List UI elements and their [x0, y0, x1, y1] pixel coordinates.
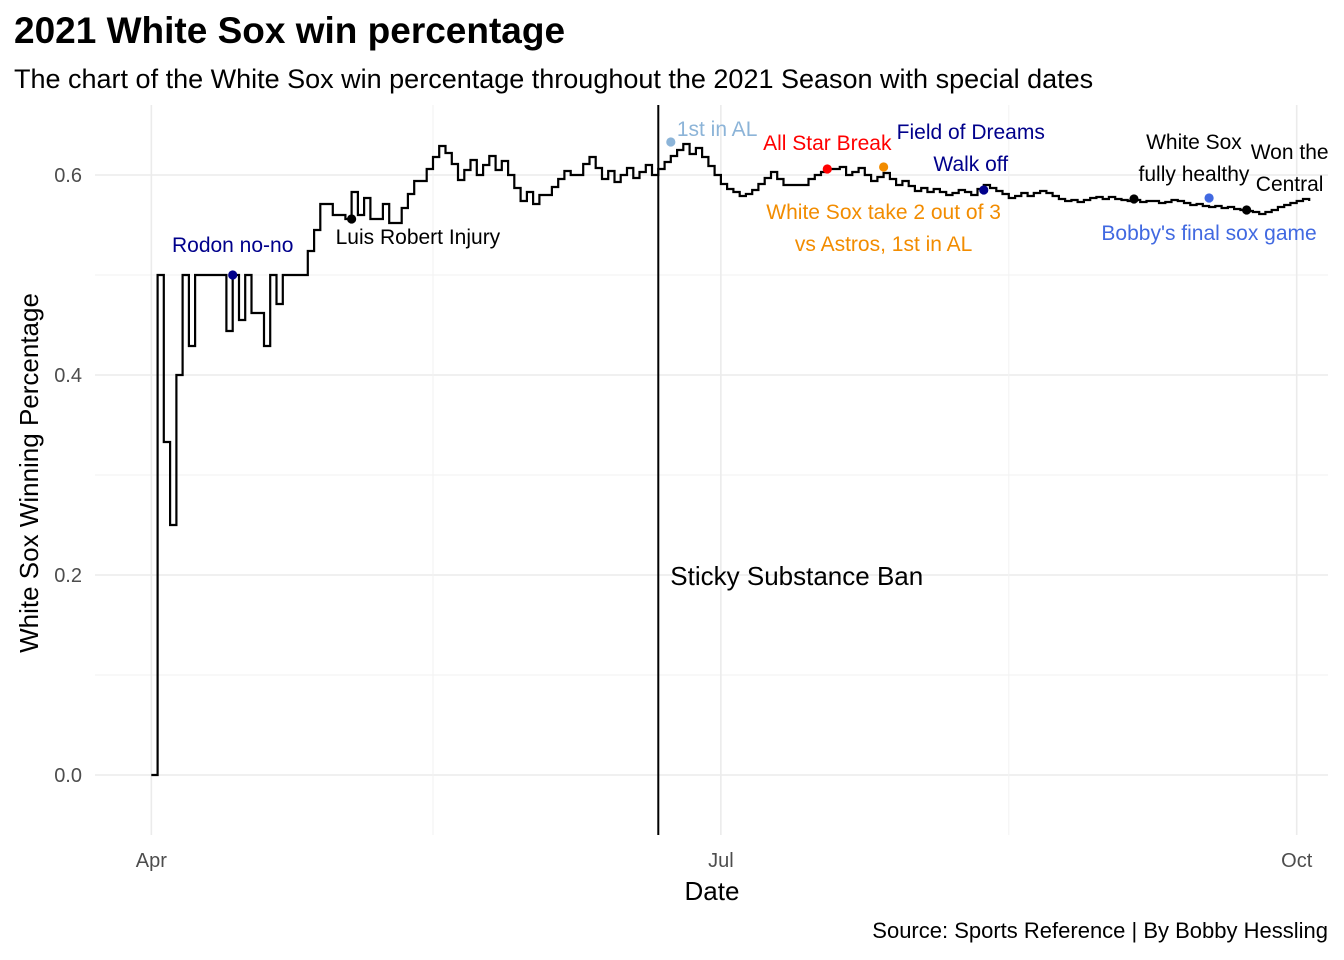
- annotation-label: Field of Dreams Walk off: [897, 121, 1045, 176]
- x-tick-label: Apr: [136, 850, 167, 872]
- annotation-point: [228, 270, 238, 280]
- annotation-point: [1129, 194, 1139, 204]
- annotation-label-line: Central: [1256, 173, 1324, 196]
- annotation-label: 1st in AL: [677, 118, 758, 141]
- x-tick-label: Jul: [708, 850, 734, 872]
- reference-layer: Sticky Substance Ban: [657, 105, 923, 835]
- annotation-label: White Sox take 2 out of 3 vs Astros, 1st …: [766, 201, 1001, 256]
- annotation-label-layer: Rodon no-no Luis Robert Injury 1st in ALAl…: [172, 118, 1329, 257]
- series-line: [151, 142, 1311, 777]
- annotation-label-line: 1st in AL: [677, 118, 758, 141]
- chart-title: 2021 White Sox win percentage: [14, 10, 566, 51]
- annotation-label-line: Walk off: [933, 153, 1008, 176]
- annotation-point-layer: [228, 137, 1252, 280]
- annotation-point: [1242, 205, 1252, 215]
- y-tick-label: 0.4: [54, 365, 82, 387]
- y-axis-title: White Sox Winning Percentage: [14, 293, 44, 653]
- annotation-label: Bobby's final sox game: [1101, 222, 1316, 245]
- annotation-label-line: All Star Break: [763, 132, 892, 155]
- x-axis-title: Date: [685, 876, 740, 906]
- annotation-label: Rodon no-no: [172, 234, 293, 257]
- annotation-point: [979, 185, 989, 195]
- y-tick-label: 0.6: [54, 165, 82, 187]
- x-tick-label: Oct: [1281, 850, 1313, 872]
- annotation-point: [822, 164, 832, 174]
- annotation-point: [1204, 193, 1214, 203]
- axis-layer: 0.0 0.2 0.4 0.6 Apr Jul Oct: [54, 165, 1313, 872]
- grid-layer: [95, 105, 1328, 835]
- annotation-label-line: fully healthy: [1139, 163, 1250, 186]
- annotation-point: [879, 162, 889, 172]
- annotation-label-line: vs Astros, 1st in AL: [795, 233, 972, 256]
- annotation-label: White Sox fully healthy: [1139, 131, 1250, 186]
- annotation-label-line: Bobby's final sox game: [1101, 222, 1316, 245]
- y-tick-label: 0.2: [54, 565, 82, 587]
- y-tick-label: 0.0: [54, 765, 82, 787]
- chart-caption: Source: Sports Reference | By Bobby Hess…: [872, 918, 1328, 943]
- annotation-label-line: White Sox take 2 out of 3: [766, 201, 1001, 224]
- annotation-label-line: Field of Dreams: [897, 121, 1045, 144]
- annotation-label: All Star Break: [763, 132, 892, 155]
- annotation-label-line: Luis Robert Injury: [336, 226, 501, 249]
- annotation-label-line: Won the: [1251, 141, 1329, 164]
- annotation-label: Won the Central: [1251, 141, 1329, 196]
- annotation-label: Luis Robert Injury: [336, 226, 501, 249]
- chart-subtitle: The chart of the White Sox win percentag…: [14, 64, 1094, 94]
- annotation-label-line: White Sox: [1146, 131, 1242, 154]
- series-layer: [151, 142, 1311, 777]
- annotation-point: [666, 137, 676, 147]
- reference-line-label: Sticky Substance Ban: [670, 561, 923, 591]
- annotation-point: [347, 214, 357, 224]
- annotation-label-line: Rodon no-no: [172, 234, 293, 257]
